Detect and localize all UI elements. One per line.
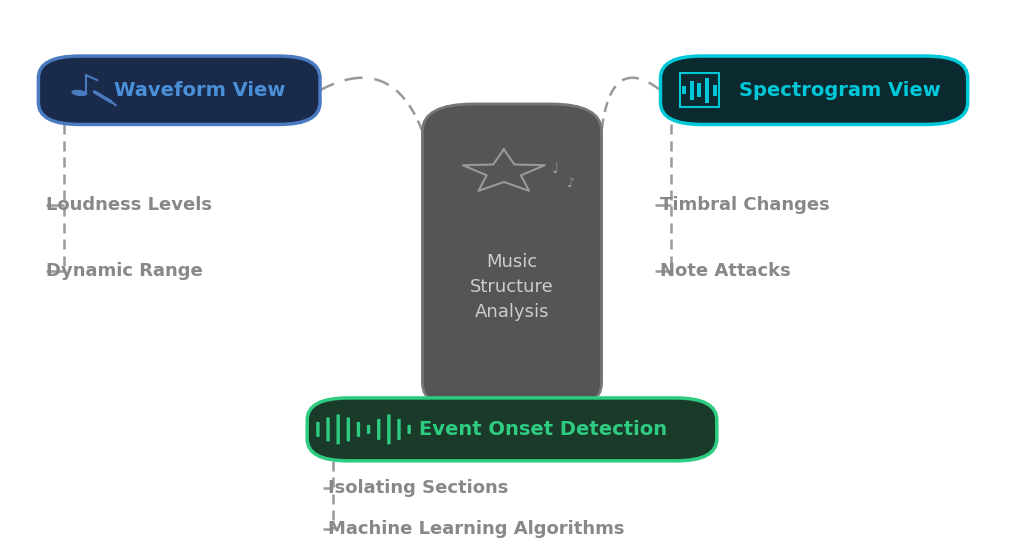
FancyBboxPatch shape: [682, 86, 686, 95]
Text: Isolating Sections: Isolating Sections: [328, 479, 508, 497]
FancyBboxPatch shape: [690, 80, 693, 100]
Text: Note Attacks: Note Attacks: [660, 262, 792, 280]
Text: Machine Learning Algorithms: Machine Learning Algorithms: [328, 520, 625, 538]
Ellipse shape: [72, 90, 87, 96]
FancyBboxPatch shape: [346, 417, 350, 441]
Text: Spectrogram View: Spectrogram View: [738, 81, 941, 100]
FancyBboxPatch shape: [422, 104, 601, 410]
Text: Loudness Levels: Loudness Levels: [46, 196, 212, 214]
Text: Dynamic Range: Dynamic Range: [46, 262, 203, 280]
FancyBboxPatch shape: [387, 415, 390, 444]
FancyBboxPatch shape: [697, 83, 701, 97]
FancyBboxPatch shape: [356, 422, 360, 437]
FancyBboxPatch shape: [713, 85, 717, 96]
Text: Timbral Changes: Timbral Changes: [660, 196, 830, 214]
FancyBboxPatch shape: [327, 417, 330, 441]
Text: Music
Structure
Analysis: Music Structure Analysis: [470, 253, 554, 321]
FancyBboxPatch shape: [367, 425, 371, 434]
Text: Event Onset Detection: Event Onset Detection: [419, 420, 667, 439]
FancyBboxPatch shape: [408, 425, 411, 434]
FancyBboxPatch shape: [316, 422, 319, 437]
Text: ♪: ♪: [567, 177, 575, 190]
FancyBboxPatch shape: [307, 398, 717, 461]
Text: ♩: ♩: [551, 162, 559, 177]
FancyBboxPatch shape: [377, 419, 381, 440]
FancyBboxPatch shape: [660, 56, 968, 125]
FancyBboxPatch shape: [706, 78, 709, 103]
FancyBboxPatch shape: [38, 56, 319, 125]
FancyBboxPatch shape: [397, 419, 400, 440]
Text: Waveform View: Waveform View: [114, 81, 286, 100]
FancyBboxPatch shape: [337, 415, 340, 444]
